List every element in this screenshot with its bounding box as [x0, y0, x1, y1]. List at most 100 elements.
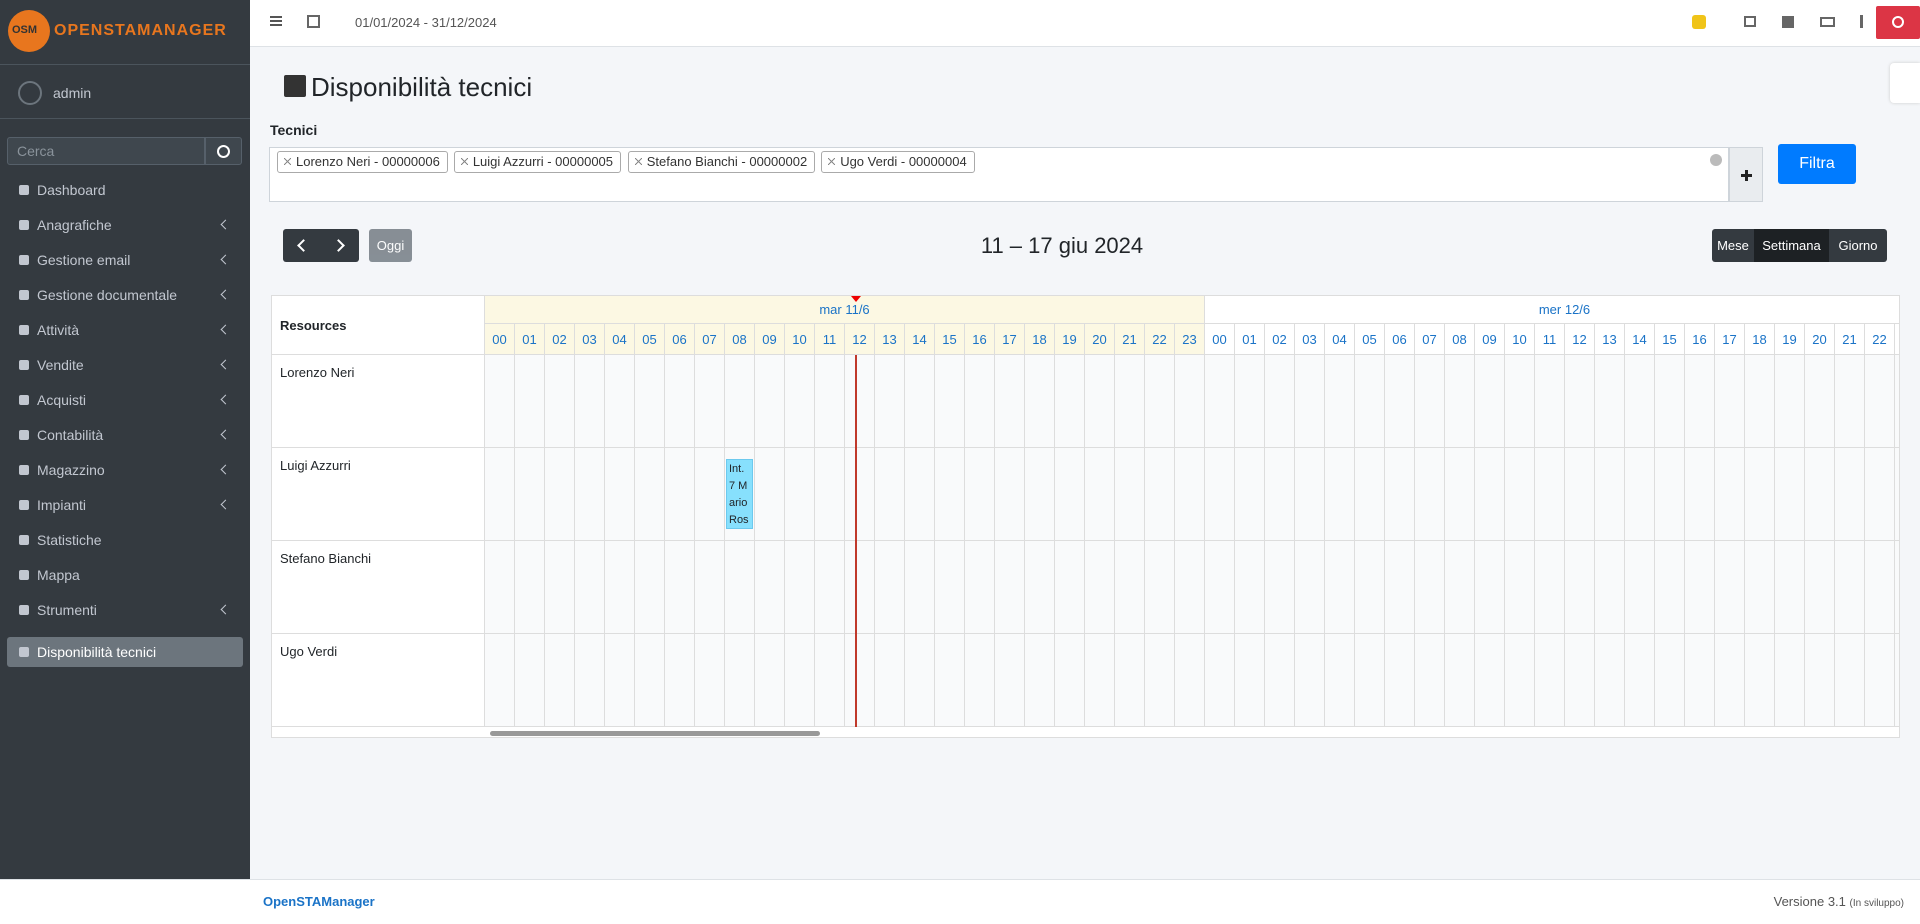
- hour-label: 08: [1445, 324, 1475, 355]
- docs-icon[interactable]: [1782, 16, 1794, 28]
- hour-label: 12: [1565, 324, 1595, 355]
- menu-item[interactable]: Impianti: [7, 490, 243, 520]
- hour-label: 22: [1145, 324, 1175, 355]
- hour-column: [1625, 355, 1655, 727]
- hour-column: [1655, 355, 1685, 727]
- hour-column: [665, 355, 695, 727]
- menu-item[interactable]: Anagrafiche: [7, 210, 243, 240]
- prev-button[interactable]: [283, 229, 321, 262]
- hour-label: 14: [905, 324, 935, 355]
- remove-tag[interactable]: [460, 158, 468, 165]
- menu-item[interactable]: Acquisti: [7, 385, 243, 415]
- menu-item[interactable]: Mappa: [7, 560, 243, 590]
- selected-tag[interactable]: Luigi Azzurri - 00000005: [453, 151, 622, 173]
- hour-label: 11: [815, 324, 845, 355]
- view-button[interactable]: Mese: [1712, 229, 1754, 262]
- view-button[interactable]: Giorno: [1829, 229, 1887, 262]
- remove-tag[interactable]: [284, 158, 291, 165]
- menu-toggle[interactable]: [270, 16, 282, 26]
- hour-label: 07: [1415, 324, 1445, 355]
- hour-column: [1385, 355, 1415, 727]
- next-button[interactable]: [321, 229, 359, 262]
- hour-column: [845, 355, 875, 727]
- menu-item[interactable]: Disponibilità tecnici: [7, 637, 243, 667]
- hour-column: [1595, 355, 1625, 727]
- resource-row-line: [485, 540, 1899, 541]
- search-icon: [217, 145, 230, 158]
- keyboard-icon[interactable]: [1820, 17, 1835, 27]
- menu-item[interactable]: Gestione documentale: [7, 280, 243, 310]
- brand[interactable]: OpenSTAManager: [54, 22, 227, 39]
- menu-item[interactable]: Vendite: [7, 350, 243, 380]
- submenu-arrow: [220, 394, 231, 405]
- logout-button[interactable]: [1876, 6, 1920, 39]
- menu-item[interactable]: Strumenti: [7, 595, 243, 625]
- sidebar: OSM OpenSTAManager admin Cerca Dashboard…: [0, 0, 250, 924]
- control-sidebar-toggle[interactable]: [1890, 63, 1920, 103]
- menu-item[interactable]: Gestione email: [7, 245, 243, 275]
- hour-label: 09: [1475, 324, 1505, 355]
- hour-label: 17: [1715, 324, 1745, 355]
- submenu-arrow: [220, 254, 231, 265]
- resource-name: Stefano Bianchi: [272, 541, 485, 634]
- day-header: mar 11/6: [485, 296, 1205, 324]
- remove-tag[interactable]: [634, 158, 642, 165]
- hour-label: 21: [1115, 324, 1145, 355]
- resource-name: Luigi Azzurri: [272, 448, 485, 541]
- menu-icon: [19, 220, 29, 230]
- submenu-arrow: [220, 499, 231, 510]
- hour-column: [1475, 355, 1505, 727]
- menu-item[interactable]: Dashboard: [7, 175, 243, 205]
- hour-label: 01: [515, 324, 545, 355]
- user-name[interactable]: admin: [53, 85, 92, 101]
- add-button[interactable]: [1729, 147, 1763, 202]
- page-title: Disponibilità tecnici: [311, 72, 533, 102]
- hour-label: 08: [725, 324, 755, 355]
- hour-label: 10: [1505, 324, 1535, 355]
- selected-tag[interactable]: Stefano Bianchi - 00000002: [627, 151, 816, 173]
- hour-label: 05: [1355, 324, 1385, 355]
- print-icon[interactable]: [1744, 16, 1756, 27]
- menu-item[interactable]: Magazzino: [7, 455, 243, 485]
- search-button[interactable]: [205, 137, 242, 165]
- view-button[interactable]: Settimana: [1754, 229, 1829, 262]
- scrollbar[interactable]: [490, 731, 820, 736]
- remove-tag[interactable]: [828, 158, 836, 165]
- hour-column: [1235, 355, 1265, 727]
- info-icon[interactable]: [1860, 15, 1863, 28]
- hour-label: 18: [1025, 324, 1055, 355]
- menu-item[interactable]: Statistiche: [7, 525, 243, 555]
- clear-select[interactable]: [1710, 154, 1722, 166]
- date-range[interactable]: 01/01/2024 - 31/12/2024: [355, 15, 497, 30]
- hour-column: [1835, 355, 1865, 727]
- hour-column: [605, 355, 635, 727]
- menu-item[interactable]: Contabilità: [7, 420, 243, 450]
- menu-icon: [19, 255, 29, 265]
- divider: [0, 64, 250, 65]
- hour-label: 15: [1655, 324, 1685, 355]
- hour-column: [1115, 355, 1145, 727]
- divider: [0, 118, 250, 119]
- hour-column: [785, 355, 815, 727]
- hour-column: [965, 355, 995, 727]
- menu-item[interactable]: Attività: [7, 315, 243, 345]
- selected-tag[interactable]: Ugo Verdi - 00000004: [821, 151, 975, 173]
- footer-brand[interactable]: OpenSTAManager: [263, 894, 375, 909]
- notifications[interactable]: [1692, 15, 1706, 29]
- today-button[interactable]: Oggi: [369, 229, 412, 262]
- hour-label: 20: [1805, 324, 1835, 355]
- menu-icon: [19, 325, 29, 335]
- calendar-dropdown[interactable]: [307, 15, 320, 28]
- hour-column: [485, 355, 515, 727]
- filter-button[interactable]: Filtra: [1778, 144, 1856, 184]
- hour-column: [1205, 355, 1235, 727]
- search-input[interactable]: Cerca: [7, 137, 205, 165]
- submenu-arrow: [220, 289, 231, 300]
- hour-column: [1805, 355, 1835, 727]
- selected-tag[interactable]: Lorenzo Neri - 00000006: [277, 151, 448, 173]
- hour-column: [1025, 355, 1055, 727]
- hour-label: 13: [875, 324, 905, 355]
- event[interactable]: Int. 7 Mario Rossi: [726, 459, 753, 529]
- hour-label: 09: [755, 324, 785, 355]
- menu-icon: [19, 647, 29, 657]
